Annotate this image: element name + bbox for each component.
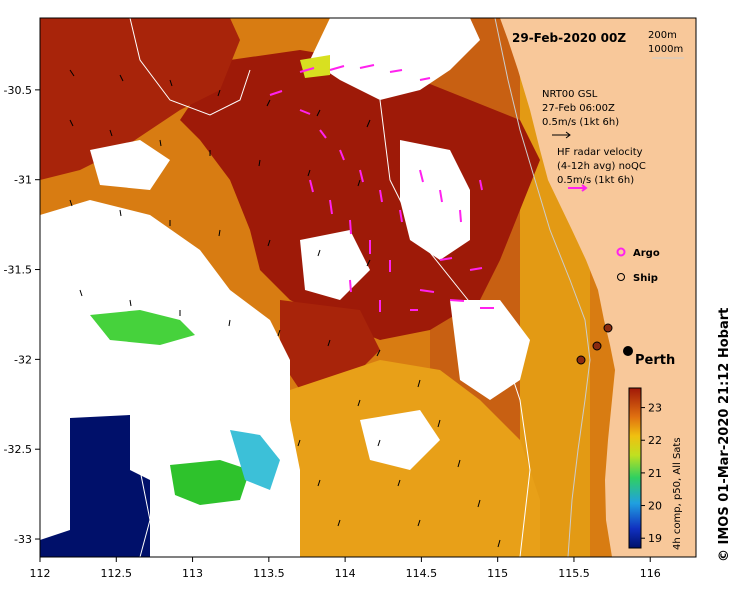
colorbar-tick-label: 19 (648, 532, 662, 545)
sst-warm-tongue (180, 50, 540, 340)
map-plot-area (40, 18, 696, 557)
argo-legend-marker (616, 247, 626, 257)
y-tick-label: -31 (14, 174, 32, 187)
y-tick-label: -31.5 (4, 264, 32, 277)
hf-legend-sub: (4-12h avg) noQC (557, 161, 646, 172)
gsl-velocity-vectors (69, 69, 501, 548)
depth-contour-200m (494, 18, 591, 557)
y-tick-label: -33 (14, 533, 32, 546)
y-tick-label: -32 (14, 353, 32, 366)
sst-cold-patch (40, 415, 150, 557)
gsl-legend-title: NRT00 GSL (542, 89, 598, 100)
colorbar (628, 387, 642, 549)
x-tick-label: 114.5 (406, 567, 438, 580)
y-tick-label: -30.5 (4, 84, 32, 97)
cloud-mask-small-a (90, 140, 170, 190)
x-tick-label: 115 (487, 567, 508, 580)
x-tick-label: 115.5 (558, 567, 590, 580)
cloud-mask-north (310, 18, 480, 100)
sst-green-patch (170, 460, 250, 505)
colorbar-tick-label: 23 (648, 402, 662, 415)
gsl-scale-arrow (552, 131, 571, 139)
credit-text: © IMOS 01-Mar-2020 21:12 Hobart (717, 308, 732, 562)
x-tick-label: 113.5 (253, 567, 285, 580)
argo-legend-label: Argo (633, 248, 660, 259)
hf-legend-title: HF radar velocity (557, 147, 643, 158)
cloud-mask-east (450, 300, 530, 400)
hf-scale-arrow (568, 184, 588, 192)
cloud-mask-small-c (360, 410, 440, 470)
colorbar-tick-label: 21 (648, 467, 662, 480)
sst-warm-patch-south (280, 300, 380, 390)
colorbar-tick-label: 22 (648, 434, 662, 447)
x-axis: 112 112.5 113 113.5 114 114.5 115 115.5 116 (30, 557, 661, 580)
x-tick-label: 112 (30, 567, 51, 580)
perth-label: Perth (635, 353, 675, 368)
y-tick-label: -32.5 (4, 443, 32, 456)
colorbar-tick-label: 20 (648, 500, 662, 513)
sst-green-patch-north (90, 310, 195, 345)
plot-frame (39, 17, 697, 558)
x-tick-label: 113 (182, 567, 203, 580)
hf-legend-scale: 0.5m/s (1kt 6h) (557, 175, 634, 186)
gsl-legend-time: 27-Feb 06:00Z (542, 103, 615, 114)
x-tick-label: 114 (335, 567, 356, 580)
gsl-legend-scale: 0.5m/s (1kt 6h) (542, 117, 619, 128)
y-axis: -30.5 -31 -31.5 -32 -32.5 -33 (4, 84, 40, 546)
hf-radar-vectors (269, 64, 494, 312)
ship-legend-marker (617, 273, 625, 281)
perth-marker (623, 346, 633, 356)
sst-cyan-patch (230, 430, 280, 490)
sst-warm-patch-upper (40, 18, 240, 180)
ship-markers (576, 323, 613, 365)
cloud-mask-central (400, 140, 470, 260)
depth-label-200m: 200m (648, 30, 677, 41)
land-mass (500, 18, 696, 557)
x-tick-label: 112.5 (101, 567, 133, 580)
map-title: 29-Feb-2020 00Z (512, 31, 626, 45)
colorbar-ticks: 19 20 21 22 23 (641, 402, 662, 545)
sst-yellow-patch-north (300, 55, 330, 78)
depth-label-1000m: 1000m (648, 44, 683, 55)
colorbar-label: 4h comp, p50, All Sats (672, 437, 683, 550)
cloud-mask-small-b (300, 230, 370, 300)
x-tick-label: 116 (640, 567, 661, 580)
depth-contour-1000m (129, 18, 531, 557)
ship-legend-label: Ship (633, 273, 658, 284)
